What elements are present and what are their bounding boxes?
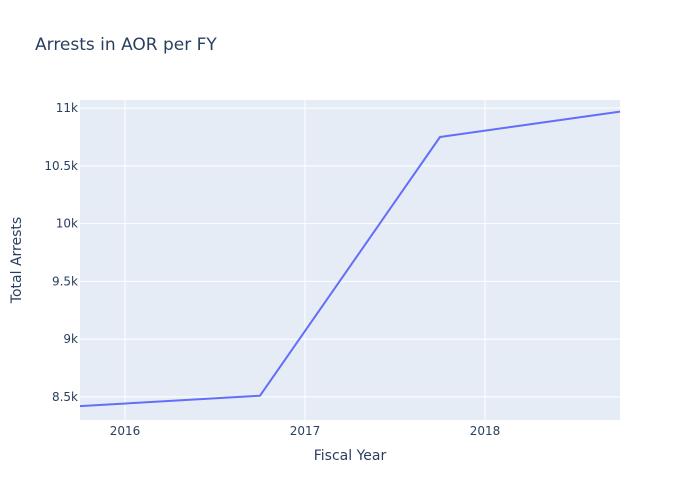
y-tick-label: 11k <box>56 101 78 115</box>
y-tick-label: 9.5k <box>52 274 78 288</box>
series-layer <box>79 110 621 408</box>
y-axis-ticks: 8.5k 9k 9.5k 10k 10.5k 11k <box>44 101 78 404</box>
y-axis-title: Total Arrests <box>9 217 25 304</box>
plot-area <box>80 100 620 420</box>
y-tick-label: 9k <box>63 332 78 346</box>
x-tick-label: 2017 <box>290 424 321 438</box>
series-line <box>79 110 621 408</box>
x-axis-title: Fiscal Year <box>314 448 387 464</box>
x-tick-label: 2018 <box>470 424 501 438</box>
y-tick-label: 10k <box>56 217 78 231</box>
y-tick-label: 8.5k <box>52 390 78 404</box>
x-axis-ticks: 2016 2017 2018 <box>110 424 501 438</box>
y-tick-label: 10.5k <box>44 159 78 173</box>
chart-title: Arrests in AOR per FY <box>35 35 217 55</box>
grid-lines <box>80 100 620 420</box>
x-tick-label: 2016 <box>110 424 141 438</box>
